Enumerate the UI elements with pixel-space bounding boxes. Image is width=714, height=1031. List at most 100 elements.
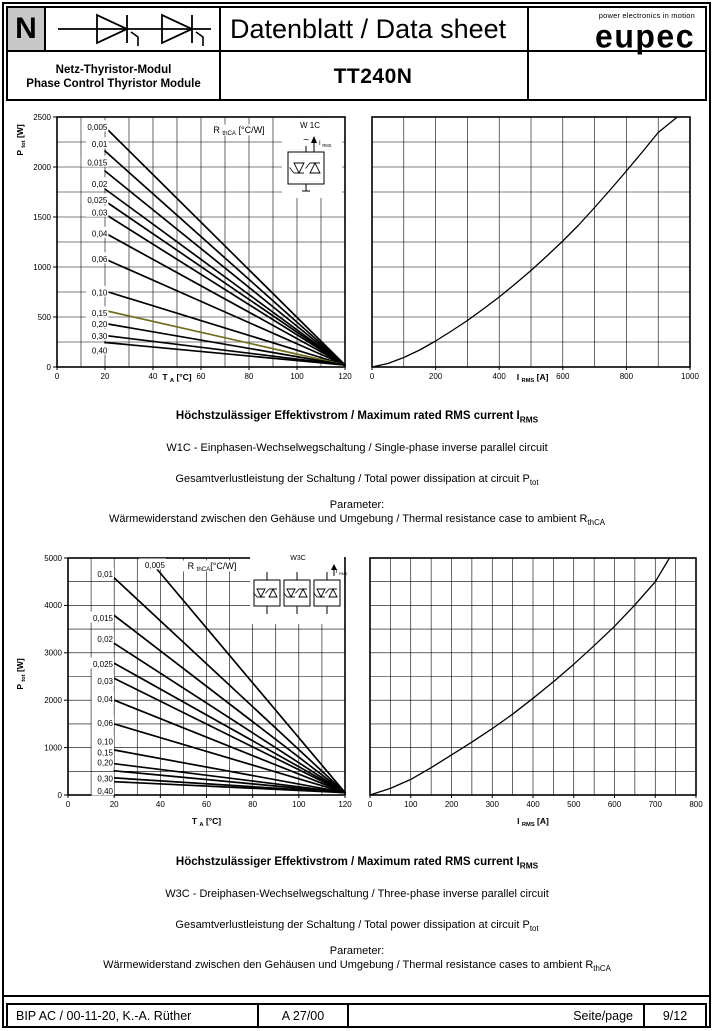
part-number: TT240N bbox=[333, 64, 413, 88]
caption-line: Gesamtverlustleistung der Schaltung / To… bbox=[175, 473, 539, 488]
svg-text:0: 0 bbox=[58, 791, 63, 800]
caption-w3c: Höchstzulässiger Effektivstrom / Maximum… bbox=[0, 856, 714, 981]
caption-line: Wärmewiderstand zwischen den Gehäusen un… bbox=[103, 959, 611, 974]
svg-text:0,06: 0,06 bbox=[92, 255, 108, 264]
svg-text:0,005: 0,005 bbox=[145, 561, 166, 570]
series-0,005 bbox=[146, 557, 346, 794]
svg-text:R thCA [°C/W]: R thCA [°C/W] bbox=[213, 125, 264, 137]
svg-text:I RMS [A]: I RMS [A] bbox=[517, 372, 549, 384]
svg-text:700: 700 bbox=[649, 800, 663, 809]
caption-heading: Höchstzulässiger Effektivstrom / Maximum… bbox=[175, 410, 539, 425]
svg-text:1000: 1000 bbox=[681, 372, 699, 381]
svg-text:0,015: 0,015 bbox=[93, 614, 114, 623]
svg-text:0,005: 0,005 bbox=[87, 123, 108, 132]
svg-text:20: 20 bbox=[110, 800, 119, 809]
caption-line: Wärmewiderstand zwischen den Gehäuse und… bbox=[108, 513, 606, 528]
svg-text:0,02: 0,02 bbox=[92, 180, 108, 189]
series-0,06 bbox=[113, 723, 346, 794]
axis-ticks: 0 20 40 60 80 100 120 0 500 1000 1500 2000 2500 bbox=[33, 113, 352, 381]
svg-text:0,03: 0,03 bbox=[92, 208, 108, 217]
svg-text:80: 80 bbox=[245, 372, 254, 381]
series-0,04 bbox=[104, 232, 346, 366]
header-row-divider bbox=[8, 50, 705, 52]
w1c-circuit-inset: W 1C ~ I RMS bbox=[282, 118, 342, 198]
svg-text:T A [°C]: T A [°C] bbox=[162, 372, 191, 384]
series-Ptot limit W1C bbox=[371, 116, 678, 368]
header-divider-1 bbox=[219, 8, 221, 99]
svg-text:800: 800 bbox=[620, 372, 634, 381]
footer-page-value: 9/12 bbox=[643, 1005, 705, 1026]
svg-text:0,03: 0,03 bbox=[97, 677, 113, 686]
svg-text:40: 40 bbox=[149, 372, 158, 381]
svg-text:200: 200 bbox=[445, 800, 459, 809]
svg-text:400: 400 bbox=[526, 800, 540, 809]
svg-text:1500: 1500 bbox=[33, 213, 51, 222]
grid bbox=[372, 117, 690, 367]
svg-text:80: 80 bbox=[248, 800, 257, 809]
svg-text:0,025: 0,025 bbox=[87, 196, 108, 205]
type-letter-box: N bbox=[8, 8, 46, 50]
header-table: N Datenblatt / Data sheet power electron… bbox=[6, 6, 707, 101]
svg-text:3000: 3000 bbox=[44, 649, 62, 658]
svg-text:60: 60 bbox=[202, 800, 211, 809]
svg-text:2500: 2500 bbox=[33, 113, 51, 122]
svg-text:20: 20 bbox=[101, 372, 110, 381]
svg-text:4000: 4000 bbox=[44, 601, 62, 610]
svg-text:0: 0 bbox=[47, 363, 52, 372]
param-labels: 0,005 0,01 0,015 0,02 0,025 0,03 0,04 0,06 0,10 0… bbox=[81, 120, 109, 355]
brand-tagline: power electronics in motion bbox=[598, 11, 695, 20]
svg-text:500: 500 bbox=[38, 313, 52, 322]
svg-text:0: 0 bbox=[370, 372, 375, 381]
series-0,30 bbox=[104, 334, 346, 366]
caption-line: Parameter: bbox=[329, 945, 385, 957]
svg-text:0: 0 bbox=[66, 800, 71, 809]
svg-text:I RMS: I RMS bbox=[336, 569, 348, 576]
svg-text:P tot [W]: P tot [W] bbox=[15, 124, 27, 155]
chart-w1c-power-vs-current: 0 200 400 600 800 1000 I RMS [A] bbox=[370, 116, 699, 384]
caption-line: Parameter: bbox=[329, 499, 385, 511]
svg-text:0: 0 bbox=[55, 372, 60, 381]
svg-text:0,04: 0,04 bbox=[97, 695, 113, 704]
svg-text:0,04: 0,04 bbox=[92, 229, 108, 238]
series-0,005 bbox=[104, 126, 346, 366]
svg-text:P tot [W]: P tot [W] bbox=[15, 658, 27, 689]
svg-text:5000: 5000 bbox=[44, 554, 62, 563]
series-0,04 bbox=[113, 699, 346, 794]
chart-w3c-power-vs-current: 0 100 200 300 400 500 600 700 800 I RMS [A] bbox=[368, 557, 703, 828]
series-0,10 bbox=[113, 749, 346, 794]
footer-author: BIP AC / 00-11-20, K.-A. Rüther bbox=[16, 1008, 192, 1023]
svg-text:40: 40 bbox=[156, 800, 165, 809]
svg-text:0,01: 0,01 bbox=[97, 570, 113, 579]
caption-heading: Höchstzulässiger Effektivstrom / Maximum… bbox=[175, 856, 539, 871]
svg-text:0,10: 0,10 bbox=[92, 288, 108, 297]
series-0,015 bbox=[113, 614, 346, 794]
svg-text:R thCA[°C/W]: R thCA[°C/W] bbox=[188, 561, 237, 573]
footer-page-label: Seite/page bbox=[347, 1005, 643, 1026]
footer-table: BIP AC / 00-11-20, K.-A. Rüther A 27/00 … bbox=[6, 1003, 707, 1028]
type-letter: N bbox=[15, 12, 37, 45]
svg-text:~: ~ bbox=[303, 135, 309, 146]
series-0,15 bbox=[113, 762, 346, 794]
series-0,40 bbox=[104, 341, 346, 366]
series-lines bbox=[369, 557, 671, 796]
axis-ticks: 0 100 200 300 400 500 600 700 800 bbox=[368, 795, 703, 809]
svg-text:120: 120 bbox=[338, 800, 352, 809]
svg-text:0,20: 0,20 bbox=[97, 759, 113, 768]
svg-text:0,02: 0,02 bbox=[97, 635, 113, 644]
axis-ticks: 0 200 400 600 800 1000 bbox=[370, 367, 699, 381]
svg-text:0,20: 0,20 bbox=[92, 320, 108, 329]
series-lines bbox=[113, 557, 346, 794]
series-Ptot limit W3C bbox=[369, 557, 671, 796]
series-0,015 bbox=[104, 170, 346, 366]
product-family: Netz-Thyristor-Modul Phase Control Thyri… bbox=[8, 52, 219, 101]
svg-text:0,06: 0,06 bbox=[97, 719, 113, 728]
svg-text:200: 200 bbox=[429, 372, 443, 381]
header-divider-2 bbox=[527, 8, 529, 99]
series-0,20 bbox=[104, 322, 346, 366]
svg-text:1000: 1000 bbox=[33, 263, 51, 272]
svg-text:120: 120 bbox=[338, 372, 352, 381]
brand-block: power electronics in motion eupec bbox=[529, 8, 703, 53]
svg-text:W3C: W3C bbox=[290, 555, 306, 562]
series-0,03 bbox=[113, 677, 346, 794]
